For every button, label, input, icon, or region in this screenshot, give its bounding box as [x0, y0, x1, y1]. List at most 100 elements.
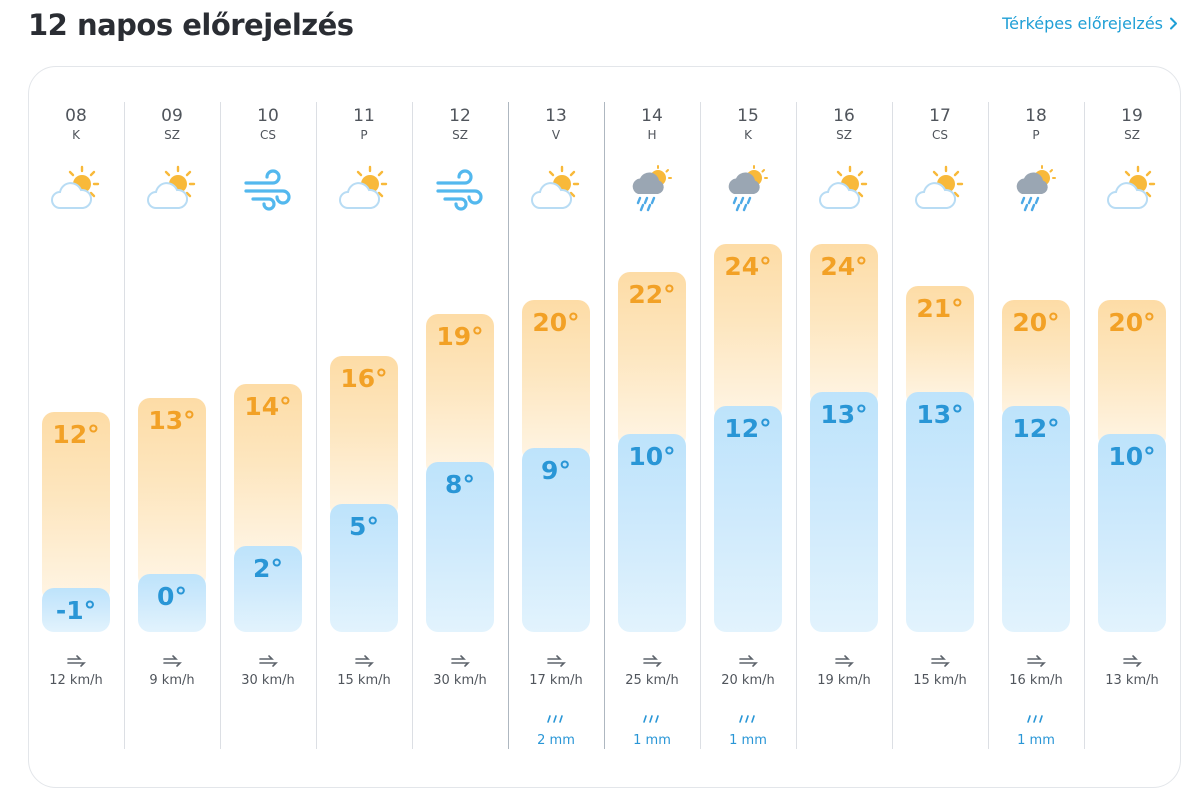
day-of-week: SZ — [836, 128, 852, 142]
day-of-week: K — [72, 128, 80, 142]
day-of-week: P — [1032, 128, 1040, 142]
day-number: 10 — [257, 106, 279, 126]
wind-direction-icon — [835, 655, 854, 667]
high-temp: 24° — [820, 252, 868, 281]
precipitation-amount: 1 mm — [729, 733, 767, 748]
column-divider — [796, 102, 797, 749]
wind-direction-icon — [355, 655, 374, 667]
forecast-day-column[interactable]: 13 V 20° 9° 17 km/h 2 mm — [508, 102, 604, 766]
forecast-day-column[interactable]: 17 CS 21° 13° 15 km/h — [892, 102, 988, 766]
low-temp-bar: 9° — [522, 448, 590, 632]
high-temp: 12° — [52, 420, 100, 449]
high-temp-bar: 14° — [234, 384, 302, 560]
day-of-week: CS — [260, 128, 276, 142]
high-temp-bar: 20° — [1098, 300, 1166, 448]
high-temp: 22° — [628, 280, 676, 309]
high-temp-bar: 16° — [330, 356, 398, 518]
wind-speed: 19 km/h — [817, 673, 871, 688]
forecast-day-column[interactable]: 12 SZ 19° 8° 30 km/h — [412, 102, 508, 766]
forecast-day-column[interactable]: 08 K 12° -1° 12 km/h — [28, 102, 124, 766]
precipitation-icon — [1027, 715, 1043, 723]
forecast-day-column[interactable]: 11 P 16° 5° 15 km/h — [316, 102, 412, 766]
column-divider — [316, 102, 317, 749]
partly-cloudy-icon — [51, 164, 101, 212]
forecast-day-column[interactable]: 14 H 22° 10° 25 km/h 1 mm — [604, 102, 700, 766]
partly-cloudy-icon — [339, 164, 389, 212]
high-temp-bar: 24° — [810, 244, 878, 406]
precipitation-icon — [739, 715, 755, 723]
forecast-day-column[interactable]: 18 P 20° 12° 16 km/h 1 mm — [988, 102, 1084, 766]
low-temp: 10° — [1108, 442, 1156, 471]
low-temp: 9° — [541, 456, 571, 485]
low-temp-bar: 5° — [330, 504, 398, 632]
precipitation-amount: 2 mm — [537, 733, 575, 748]
day-number: 13 — [545, 106, 567, 126]
precipitation-icon — [643, 715, 659, 723]
wind-speed: 16 km/h — [1009, 673, 1063, 688]
low-temp: 13° — [916, 400, 964, 429]
forecast-day-column[interactable]: 10 CS 14° 2° 30 km/h — [220, 102, 316, 766]
wind-icon — [243, 164, 293, 212]
wind-speed: 30 km/h — [433, 673, 487, 688]
low-temp-bar: 12° — [1002, 406, 1070, 632]
partly-cloudy-icon — [531, 164, 581, 212]
forecast-day-column[interactable]: 16 SZ 24° 13° 19 km/h — [796, 102, 892, 766]
high-temp: 20° — [1108, 308, 1156, 337]
precipitation-icon — [547, 715, 563, 723]
wind-icon — [435, 164, 485, 212]
low-temp-bar: -1° — [42, 588, 110, 632]
partly-cloudy-icon — [819, 164, 869, 212]
low-temp-bar: 10° — [1098, 434, 1166, 632]
wind-direction-icon — [1027, 655, 1046, 667]
column-divider — [604, 102, 605, 749]
forecast-day-column[interactable]: 09 SZ 13° 0° 9 km/h — [124, 102, 220, 766]
partly-cloudy-icon — [147, 164, 197, 212]
high-temp-bar: 19° — [426, 314, 494, 476]
map-forecast-link[interactable]: Térképes előrejelzés — [1002, 14, 1178, 33]
wind-speed: 30 km/h — [241, 673, 295, 688]
column-divider — [412, 102, 413, 749]
day-number: 12 — [449, 106, 471, 126]
high-temp: 19° — [436, 322, 484, 351]
wind-speed: 9 km/h — [149, 673, 195, 688]
partly-cloudy-icon — [1107, 164, 1157, 212]
low-temp: 12° — [1012, 414, 1060, 443]
page-title: 12 napos előrejelzés — [28, 8, 354, 42]
low-temp: 0° — [157, 582, 187, 611]
day-number: 09 — [161, 106, 183, 126]
rain-shower-icon — [627, 164, 677, 212]
forecast-day-column[interactable]: 19 SZ 20° 10° 13 km/h — [1084, 102, 1180, 766]
wind-direction-icon — [1123, 655, 1142, 667]
low-temp-bar: 13° — [906, 392, 974, 632]
forecast-day-column[interactable]: 15 K 24° 12° 20 km/h 1 mm — [700, 102, 796, 766]
low-temp-bar: 8° — [426, 462, 494, 632]
low-temp: -1° — [55, 596, 97, 625]
day-number: 17 — [929, 106, 951, 126]
high-temp: 14° — [244, 392, 292, 421]
day-number: 19 — [1121, 106, 1143, 126]
high-temp: 21° — [916, 294, 964, 323]
wind-speed: 12 km/h — [49, 673, 103, 688]
rain-shower-icon — [723, 164, 773, 212]
day-of-week: SZ — [452, 128, 468, 142]
low-temp: 8° — [445, 470, 475, 499]
high-temp-bar: 13° — [138, 398, 206, 588]
low-temp: 10° — [628, 442, 676, 471]
high-temp-bar: 20° — [522, 300, 590, 462]
column-divider — [220, 102, 221, 749]
low-temp-bar: 13° — [810, 392, 878, 632]
wind-direction-icon — [739, 655, 758, 667]
wind-direction-icon — [163, 655, 182, 667]
high-temp: 13° — [148, 406, 196, 435]
day-of-week: P — [360, 128, 368, 142]
column-divider — [892, 102, 893, 749]
column-divider — [508, 102, 509, 749]
wind-direction-icon — [451, 655, 470, 667]
column-divider — [1084, 102, 1085, 749]
low-temp-bar: 0° — [138, 574, 206, 632]
day-number: 15 — [737, 106, 759, 126]
wind-direction-icon — [547, 655, 566, 667]
wind-direction-icon — [67, 655, 86, 667]
column-divider — [988, 102, 989, 749]
precipitation-amount: 1 mm — [633, 733, 671, 748]
